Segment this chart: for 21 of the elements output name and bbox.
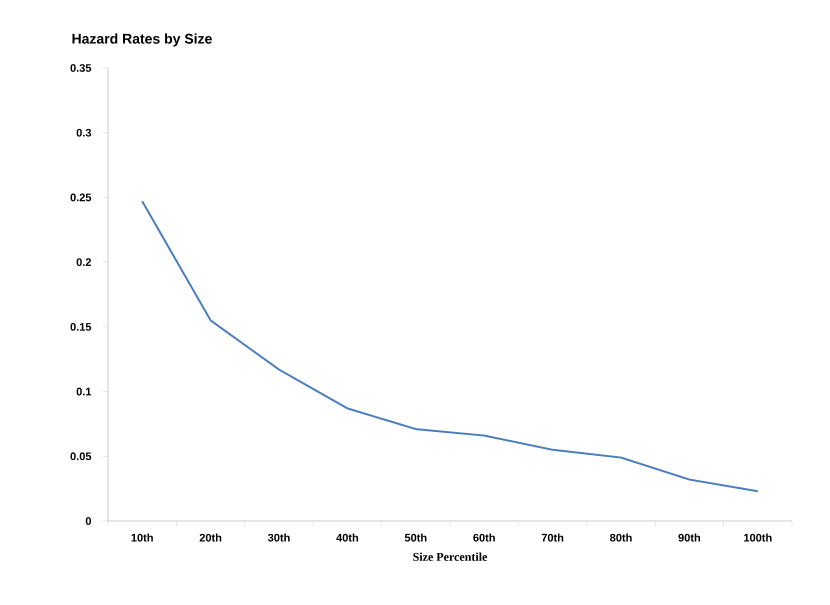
y-tick-label: 0.05 — [70, 452, 92, 460]
y-tick-label: 0.25 — [70, 194, 92, 202]
x-tick-label: 20th — [200, 534, 222, 542]
x-tick-label: 70th — [542, 534, 564, 542]
y-tick-label: 0.1 — [76, 388, 92, 396]
line-series — [141, 200, 759, 492]
x-tick-label: 10th — [132, 534, 153, 542]
x-tick-label: 80th — [610, 534, 632, 542]
x-axis-title: Size Percentile — [413, 552, 488, 561]
y-tick-label: 0.2 — [76, 258, 92, 266]
x-tick-label: 30th — [268, 534, 290, 542]
y-tick-label: 0.3 — [76, 128, 92, 137]
x-tick-label: 90th — [678, 534, 700, 542]
x-tick-label: 40th — [336, 534, 358, 542]
chart-title: Hazard Rates by Size — [72, 33, 212, 46]
y-tick-label: 0.15 — [70, 322, 92, 331]
x-tick-label: 100th — [744, 534, 772, 542]
x-tick-label: 60th — [473, 534, 495, 542]
x-tick-label: 50th — [404, 534, 426, 542]
y-tick-label: 0.35 — [70, 64, 92, 72]
y-tick-label: 0 — [86, 517, 92, 525]
